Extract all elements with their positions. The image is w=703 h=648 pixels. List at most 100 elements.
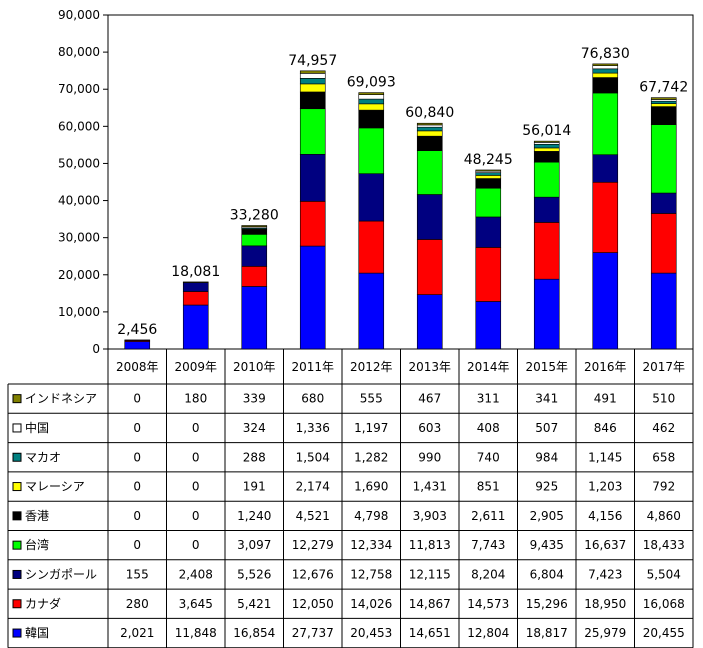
bar-segment: [592, 68, 619, 74]
x-category-label: 2009年: [174, 360, 217, 374]
bar-segment: [475, 175, 502, 179]
table-cell: 0: [133, 450, 141, 464]
bar-segment: [358, 220, 385, 274]
bar-segment: [416, 150, 443, 195]
table-cell: 8,204: [471, 567, 505, 581]
table-cell: 851: [477, 480, 500, 494]
table-cell: 4,521: [296, 509, 330, 523]
legend-key: [12, 482, 22, 492]
y-tick-label: 70,000: [58, 82, 100, 96]
bar-segment: [182, 281, 209, 283]
table-cell: 1,145: [588, 450, 622, 464]
bar-segment: [358, 272, 385, 350]
bar-segment: [475, 178, 502, 189]
bar-segment: [182, 304, 209, 350]
table-cell: 0: [192, 450, 200, 464]
legend-label: インドネシア: [25, 392, 97, 406]
bar-segment: [416, 239, 443, 295]
table-cell: 1,431: [413, 480, 447, 494]
table-cell: 0: [192, 421, 200, 435]
table-cell: 740: [477, 450, 500, 464]
bar-total-label: 48,245: [464, 152, 513, 168]
y-tick-label: 10,000: [58, 305, 100, 319]
table-cell: 925: [535, 480, 558, 494]
table-cell: 155: [126, 567, 149, 581]
table-cell: 288: [243, 450, 266, 464]
legend-key: [12, 452, 22, 462]
bar-segment: [475, 169, 502, 172]
bar-segment: [241, 266, 268, 287]
table-cell: 408: [477, 421, 500, 435]
y-tick-label: 60,000: [58, 119, 100, 133]
table-cell: 18,433: [643, 538, 685, 552]
bar-segment: [592, 63, 619, 66]
table-cell: 491: [594, 392, 617, 406]
table-cell: 16,854: [233, 626, 275, 640]
legend-key: [12, 569, 22, 579]
table-cell: 510: [652, 392, 675, 406]
y-tick-label: 20,000: [58, 268, 100, 282]
table-cell: 4,156: [588, 509, 622, 523]
bar-segment: [650, 97, 677, 100]
bar-segment: [241, 225, 268, 228]
table-cell: 14,573: [467, 597, 509, 611]
table-cell: 0: [192, 538, 200, 552]
table-cell: 1,282: [354, 450, 388, 464]
table-cell: 6,804: [530, 567, 564, 581]
table-cell: 4,798: [354, 509, 388, 523]
table-cell: 658: [652, 450, 675, 464]
table-cell: 0: [133, 538, 141, 552]
bar-segment: [650, 272, 677, 350]
table-cell: 555: [360, 392, 383, 406]
legend-label: マカオ: [25, 450, 61, 464]
table-cell: 16,068: [643, 597, 685, 611]
table-cell: 990: [418, 450, 441, 464]
table-cell: 1,690: [354, 480, 388, 494]
legend-label: 台湾: [25, 537, 49, 552]
table-cell: 0: [133, 421, 141, 435]
bar-segment: [182, 282, 209, 292]
table-cell: 14,651: [409, 626, 451, 640]
table-cell: 984: [535, 450, 558, 464]
bar-segment: [592, 181, 619, 253]
x-category-label: 2016年: [584, 360, 627, 374]
legend-label: カナダ: [25, 596, 61, 611]
x-category-label: 2011年: [291, 360, 334, 374]
bar-segment: [475, 187, 502, 218]
table-cell: 5,526: [237, 567, 271, 581]
bar-segment: [533, 222, 560, 280]
table-cell: 1,240: [237, 509, 271, 523]
table-cell: 180: [184, 392, 207, 406]
x-category-label: 2017年: [642, 360, 685, 374]
y-tick-label: 90,000: [58, 8, 100, 22]
table-cell: 1,203: [588, 480, 622, 494]
bar-segment: [124, 339, 151, 341]
legend-label: 中国: [25, 420, 49, 435]
table-cell: 3,097: [237, 538, 271, 552]
table-cell: 2,021: [120, 626, 154, 640]
table-cell: 846: [594, 421, 617, 435]
x-category-label: 2013年: [408, 360, 451, 374]
x-category-label: 2010年: [233, 360, 276, 374]
table-cell: 11,813: [409, 538, 451, 552]
table-cell: 12,115: [409, 567, 451, 581]
bar-segment: [592, 252, 619, 350]
bar-segment: [533, 147, 560, 152]
bar-segment: [416, 130, 443, 137]
bar-segment: [241, 234, 268, 247]
bar-segment: [650, 103, 677, 107]
table-cell: 507: [535, 421, 558, 435]
bar-segment: [475, 216, 502, 248]
bar-total-label: 33,280: [230, 207, 279, 223]
table-cell: 3,645: [179, 597, 213, 611]
bar-segment: [416, 122, 443, 126]
bar-segment: [533, 151, 560, 163]
bar-total-label: 56,014: [522, 123, 571, 139]
bar-segment: [358, 109, 385, 129]
table-cell: 12,758: [350, 567, 392, 581]
legend-key: [12, 628, 22, 638]
table-cell: 339: [243, 392, 266, 406]
bar-segment: [358, 94, 385, 100]
table-cell: 341: [535, 392, 558, 406]
bar-segment: [533, 161, 560, 198]
